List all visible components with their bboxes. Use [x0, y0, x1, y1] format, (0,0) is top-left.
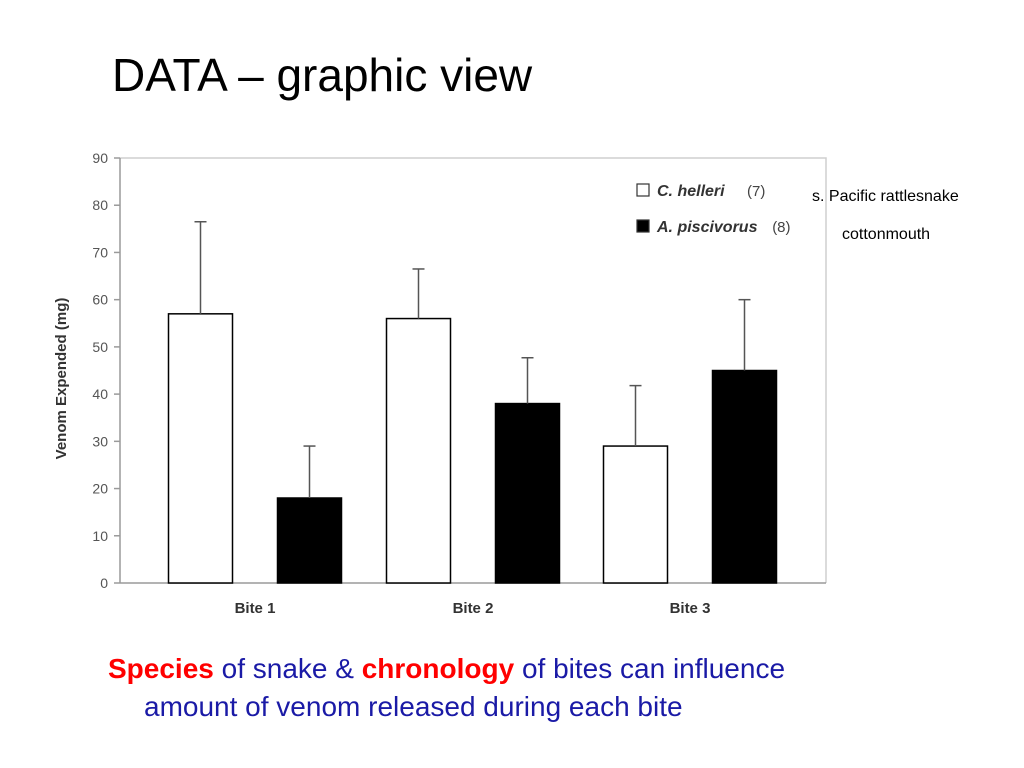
bar: [385, 317, 452, 584]
y-axis-title: Venom Expended (mg): [53, 298, 70, 460]
legend-swatch: [636, 219, 650, 233]
legend-swatch: [636, 183, 650, 197]
annotation-cottonmouth: cottonmouth: [842, 226, 931, 243]
caption-text-3: amount of venom released during each bit…: [144, 691, 683, 722]
y-tick-label: 60: [92, 292, 108, 308]
x-tick-label: Bite 2: [453, 600, 494, 617]
legend-count: (8): [772, 219, 790, 236]
legend-count: (7): [747, 183, 765, 200]
y-tick-label: 80: [92, 197, 108, 213]
y-tick-label: 30: [92, 433, 108, 449]
y-tick-label: 40: [92, 386, 108, 402]
legend-label: A. piscivorus: [656, 219, 758, 236]
y-tick-label: 20: [92, 481, 108, 497]
bar: [602, 445, 669, 584]
plot-frame: [120, 157, 827, 583]
x-tick-label: Bite 1: [235, 600, 276, 617]
y-tick-label: 50: [92, 339, 108, 355]
y-tick-label: 0: [100, 575, 108, 591]
bar: [276, 497, 343, 584]
caption-text-1: of snake &: [213, 653, 362, 684]
slide-caption: Species of snake & chronology of bites c…: [108, 650, 968, 726]
caption-chronology: chronology: [361, 653, 515, 684]
annotation-rattlesnake: s. Pacific rattlesnake: [812, 188, 959, 205]
y-tick-label: 70: [92, 244, 108, 260]
y-tick-label: 90: [92, 150, 108, 166]
bar-chart: 0 10 20 30 40 50 60 70 80 90 Venom Expended (mg) Bi…: [53, 150, 827, 617]
caption-text-2: of bites can influence: [514, 653, 786, 684]
bar: [167, 313, 234, 584]
caption-species: Species: [108, 653, 214, 684]
y-tick-label: 10: [92, 528, 108, 544]
slide-title: DATA – graphic view: [112, 49, 533, 101]
bar: [494, 402, 561, 584]
bar: [711, 369, 778, 584]
x-tick-label: Bite 3: [670, 600, 711, 617]
legend-label: C. helleri: [657, 183, 725, 200]
